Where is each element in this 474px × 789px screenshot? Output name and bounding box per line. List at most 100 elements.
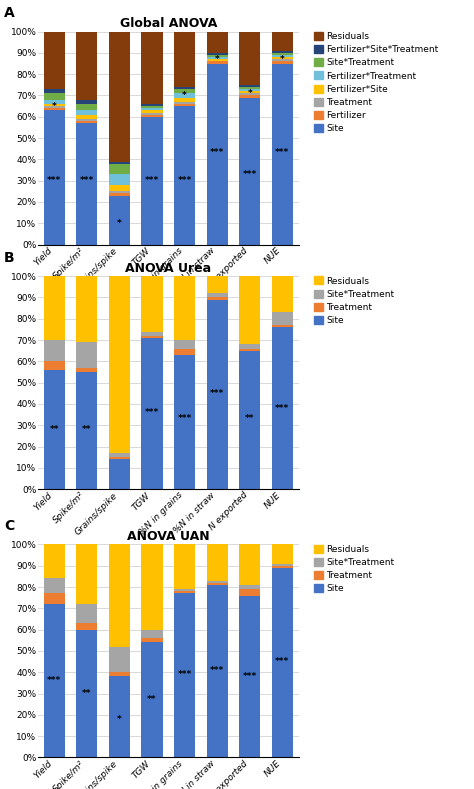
Bar <box>239 276 260 344</box>
Text: ***: *** <box>275 404 290 413</box>
Bar <box>174 349 195 355</box>
Bar <box>207 581 228 583</box>
Bar <box>76 604 97 623</box>
Bar <box>207 57 228 59</box>
Legend: Residuals, Site*Treatment, Treatment, Site: Residuals, Site*Treatment, Treatment, Si… <box>314 544 394 593</box>
Bar <box>207 32 228 53</box>
Bar <box>76 114 97 119</box>
Text: ***: *** <box>47 676 61 686</box>
Bar <box>141 336 163 338</box>
Bar <box>141 638 163 642</box>
Title: ANOVA UAN: ANOVA UAN <box>127 530 210 544</box>
Text: **: ** <box>147 695 157 705</box>
Bar <box>174 93 195 98</box>
Bar <box>109 32 130 162</box>
Bar <box>141 113 163 114</box>
Bar <box>76 110 97 114</box>
Bar <box>44 99 65 104</box>
Bar <box>239 85 260 87</box>
Bar <box>272 50 293 53</box>
Bar <box>76 368 97 372</box>
Text: ***: *** <box>145 176 159 185</box>
Bar <box>272 566 293 568</box>
Bar <box>239 344 260 349</box>
Text: **: ** <box>245 414 255 424</box>
Text: ***: *** <box>177 670 191 679</box>
Bar <box>272 568 293 757</box>
Bar <box>141 544 163 630</box>
Bar <box>174 102 195 104</box>
Bar <box>109 672 130 676</box>
Text: ***: *** <box>177 414 191 424</box>
Bar <box>109 163 130 174</box>
Text: A: A <box>4 6 15 20</box>
Bar <box>76 119 97 121</box>
Bar <box>239 32 260 85</box>
Text: ***: *** <box>177 176 191 185</box>
Bar <box>44 108 65 110</box>
Text: ***: *** <box>210 666 224 675</box>
Bar <box>272 55 293 57</box>
Bar <box>44 340 65 361</box>
Bar <box>272 276 293 312</box>
Bar <box>207 59 228 62</box>
Bar <box>109 196 130 245</box>
Bar <box>207 53 228 55</box>
Bar <box>76 544 97 604</box>
Bar <box>44 276 65 340</box>
Bar <box>141 32 163 104</box>
Bar <box>174 593 195 757</box>
Bar <box>272 325 293 327</box>
Bar <box>272 57 293 59</box>
Bar <box>141 630 163 638</box>
Bar <box>109 458 130 459</box>
Bar <box>76 123 97 245</box>
Bar <box>141 276 163 331</box>
Bar <box>174 591 195 593</box>
Text: ***: *** <box>210 389 224 398</box>
Bar <box>76 276 97 342</box>
Bar <box>109 459 130 489</box>
Bar <box>109 192 130 193</box>
Bar <box>44 370 65 489</box>
Bar <box>207 294 228 297</box>
Bar <box>239 87 260 89</box>
Bar <box>272 327 293 489</box>
Text: *: * <box>52 102 56 110</box>
Text: *: * <box>215 54 219 64</box>
Text: ***: *** <box>145 408 159 417</box>
Bar <box>141 107 163 108</box>
Bar <box>109 174 130 185</box>
Text: **: ** <box>82 425 91 434</box>
Bar <box>109 453 130 458</box>
Title: ANOVA Urea: ANOVA Urea <box>125 262 211 275</box>
Bar <box>207 64 228 245</box>
Bar <box>44 544 65 578</box>
Bar <box>44 89 65 93</box>
Bar <box>44 107 65 108</box>
Bar <box>141 104 163 107</box>
Bar <box>109 185 130 192</box>
Bar <box>174 89 195 93</box>
Text: *: * <box>117 219 122 228</box>
Bar <box>174 107 195 245</box>
Bar <box>76 372 97 489</box>
Bar <box>44 110 65 245</box>
Bar <box>239 93 260 95</box>
Bar <box>272 62 293 64</box>
Bar <box>272 312 293 325</box>
Bar <box>272 32 293 50</box>
Bar <box>239 585 260 589</box>
Text: *: * <box>182 91 187 100</box>
Text: ***: *** <box>210 148 224 158</box>
Bar <box>141 642 163 757</box>
Bar <box>76 623 97 630</box>
Legend: Residuals, Fertilizer*Site*Treatment, Site*Treatment, Fertilizer*Treatment, Fert: Residuals, Fertilizer*Site*Treatment, Si… <box>314 32 438 133</box>
Bar <box>109 193 130 196</box>
Bar <box>76 630 97 757</box>
Bar <box>141 108 163 110</box>
Bar <box>272 544 293 563</box>
Bar <box>239 95 260 98</box>
Bar <box>174 104 195 107</box>
Bar <box>141 117 163 245</box>
